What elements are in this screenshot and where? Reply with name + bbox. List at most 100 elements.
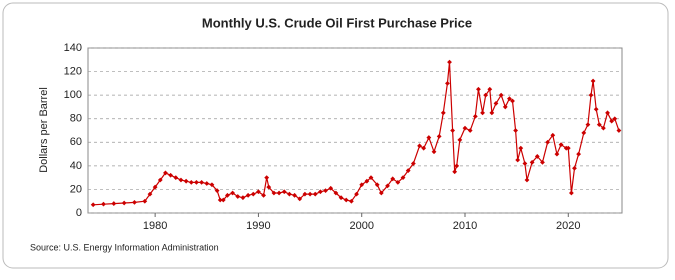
data-point: [601, 125, 606, 131]
data-point: [385, 183, 390, 189]
data-point: [147, 191, 153, 197]
data-point: [483, 92, 489, 98]
data-point: [515, 157, 521, 163]
data-point: [454, 163, 460, 169]
y-tick-label: 20: [70, 183, 82, 195]
data-point: [518, 145, 524, 151]
data-point: [266, 184, 272, 190]
data-point: [250, 191, 256, 197]
data-point: [152, 184, 158, 190]
data-point: [271, 190, 277, 196]
data-point: [596, 122, 602, 128]
data-point: [593, 106, 599, 112]
data-point: [550, 132, 556, 138]
y-tick-label: 120: [64, 65, 82, 77]
data-point: [168, 172, 174, 178]
data-point: [348, 198, 354, 204]
data-point: [333, 190, 339, 196]
data-point: [524, 177, 530, 183]
data-point: [568, 190, 574, 196]
x-tick-label: 1980: [143, 220, 167, 232]
data-point: [510, 98, 515, 104]
data-point: [101, 201, 106, 207]
data-point: [317, 189, 323, 195]
data-point: [540, 159, 545, 165]
data-point: [426, 135, 432, 140]
data-point: [554, 151, 560, 157]
data-point: [462, 125, 468, 131]
y-tick-label: 100: [64, 89, 82, 101]
data-point: [436, 133, 442, 139]
data-point: [498, 92, 504, 98]
data-point: [188, 179, 194, 185]
data-point: [395, 179, 401, 185]
data-point: [338, 195, 344, 201]
data-point: [264, 175, 270, 181]
data-point: [121, 200, 127, 206]
data-point: [489, 110, 495, 116]
data-point: [410, 161, 416, 166]
data-point: [214, 188, 220, 194]
y-tick-label: 80: [70, 113, 82, 125]
data-point: [163, 170, 168, 176]
data-point: [276, 190, 282, 196]
y-tick-label: 140: [64, 42, 82, 54]
data-point: [421, 145, 427, 151]
x-tick-label: 2020: [556, 220, 580, 232]
y-tick-label: 60: [70, 136, 82, 148]
data-point: [240, 195, 246, 201]
data-point: [235, 194, 241, 199]
data-point: [493, 100, 499, 106]
data-point: [513, 128, 519, 133]
data-point: [225, 192, 230, 198]
data-point: [194, 179, 199, 185]
data-point: [368, 175, 374, 181]
data-point: [173, 175, 179, 181]
data-point: [450, 128, 456, 133]
data-point: [487, 86, 493, 92]
data-point: [209, 182, 215, 188]
data-point: [522, 161, 528, 166]
data-point: [111, 201, 117, 206]
data-point: [307, 191, 313, 197]
data-point: [230, 190, 236, 196]
source: Source: U.S. Energy Information Administ…: [30, 242, 219, 252]
data-point: [467, 128, 473, 133]
data-point: [558, 142, 564, 148]
data-point: [609, 118, 615, 124]
data-point: [529, 159, 535, 165]
data-point: [507, 96, 512, 102]
x-tick-label: 2000: [349, 220, 373, 232]
data-point: [359, 182, 365, 188]
data-point: [292, 192, 297, 198]
data-point: [545, 139, 551, 145]
data-point: [287, 191, 292, 197]
data-point: [605, 110, 610, 116]
data-point: [312, 191, 318, 197]
data-point: [374, 182, 380, 188]
data-point: [261, 192, 266, 198]
data-point: [431, 149, 437, 155]
data-point: [178, 177, 184, 183]
y-tick-label: 40: [70, 160, 82, 172]
data-point: [590, 78, 596, 84]
data-point: [616, 128, 622, 133]
data-point: [585, 122, 591, 128]
data-point: [400, 175, 406, 181]
data-point: [132, 199, 137, 205]
data-point: [183, 178, 189, 184]
x-tick-label: 1990: [246, 220, 270, 232]
data-point: [447, 59, 452, 65]
data-point: [364, 178, 370, 184]
data-point: [157, 177, 163, 183]
data-point: [405, 168, 411, 173]
data-point: [142, 198, 148, 204]
data-point: [565, 145, 571, 151]
data-point: [445, 80, 450, 86]
data-point: [390, 176, 396, 182]
data-point: [302, 191, 308, 197]
data-point: [204, 181, 210, 186]
data-point: [502, 104, 508, 110]
data-point: [256, 189, 261, 195]
